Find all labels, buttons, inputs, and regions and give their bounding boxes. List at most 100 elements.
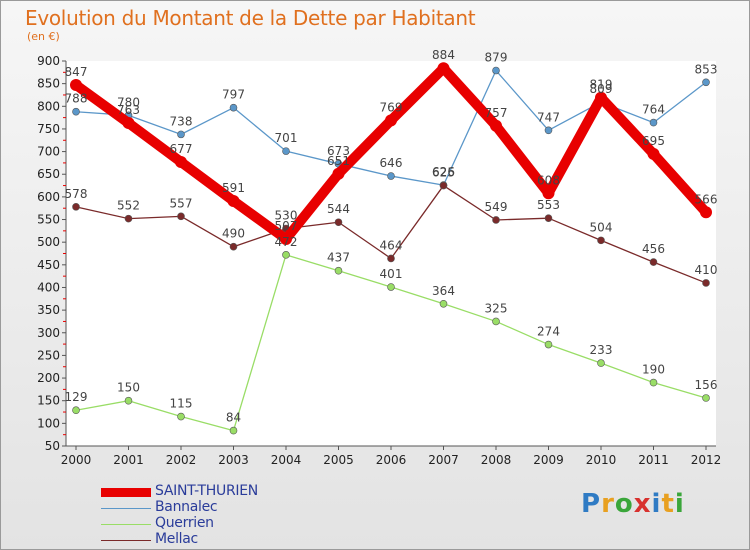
data-label: 809 <box>590 82 613 96</box>
data-point <box>544 340 553 349</box>
data-label: 401 <box>380 267 403 281</box>
data-point <box>649 258 658 266</box>
data-point <box>702 279 710 287</box>
proxiti-logo: Proxiti <box>581 489 685 519</box>
data-label: 608 <box>537 173 560 187</box>
legend-swatch-mellac <box>101 540 151 541</box>
y-tick-label: 600 <box>37 190 60 204</box>
data-label: 410 <box>695 263 718 277</box>
data-label: 115 <box>170 397 193 411</box>
data-point <box>492 317 500 326</box>
logo-letter: r <box>601 489 615 519</box>
data-point <box>700 206 712 219</box>
data-label: 763 <box>117 103 140 117</box>
data-label: 456 <box>642 242 665 256</box>
data-point <box>437 62 450 75</box>
data-point <box>544 214 553 222</box>
x-tick-label: 2007 <box>428 453 459 467</box>
x-tick-label: 2006 <box>376 453 407 467</box>
y-tick-label: 400 <box>37 280 60 294</box>
y-tick-label: 450 <box>37 258 60 272</box>
data-label: 578 <box>65 187 88 201</box>
data-label: 780 <box>117 95 140 109</box>
x-tick-label: 2003 <box>218 453 249 467</box>
data-label: 651 <box>327 154 350 168</box>
data-label: 490 <box>222 227 245 241</box>
data-label: 819 <box>590 78 613 92</box>
data-label: 504 <box>590 220 613 234</box>
data-label: 150 <box>117 381 140 395</box>
data-point <box>70 79 82 92</box>
y-tick-label: 100 <box>37 416 60 430</box>
data-label: 747 <box>537 110 560 124</box>
y-tick-label: 850 <box>37 77 60 91</box>
data-label: 530 <box>275 209 298 223</box>
x-tick-label: 2002 <box>166 453 197 467</box>
data-point <box>334 218 343 227</box>
data-point <box>227 194 240 207</box>
logo-letter: o <box>614 489 634 519</box>
data-point <box>544 126 553 135</box>
data-label: 646 <box>380 156 403 170</box>
legend-label-querrien: Querrien <box>155 515 214 531</box>
data-point <box>334 266 343 275</box>
data-label: 566 <box>695 192 718 206</box>
data-label: 129 <box>65 390 88 404</box>
y-tick-label: 250 <box>37 348 60 362</box>
y-tick-label: 150 <box>37 394 60 408</box>
data-point <box>439 181 448 190</box>
data-point <box>280 233 292 246</box>
x-tick-label: 2009 <box>533 453 564 467</box>
data-point <box>492 216 500 224</box>
logo-letter: i <box>651 489 662 519</box>
data-point <box>177 412 185 421</box>
data-label: 769 <box>380 100 403 114</box>
data-point <box>649 118 658 127</box>
data-point <box>385 114 397 127</box>
data-point <box>595 91 607 104</box>
data-label: 190 <box>642 363 665 377</box>
y-tick-label: 750 <box>37 122 60 136</box>
y-tick-label: 50 <box>45 439 60 453</box>
data-label: 84 <box>226 411 241 425</box>
x-tick-label: 2011 <box>638 453 669 467</box>
data-point <box>72 107 80 116</box>
data-point <box>439 299 448 308</box>
y-tick-label: 800 <box>37 99 60 113</box>
data-label: 884 <box>432 48 455 62</box>
data-point <box>282 147 290 155</box>
data-label: 274 <box>537 325 560 339</box>
y-tick-label: 900 <box>37 54 60 68</box>
data-label: 233 <box>590 343 613 357</box>
data-point <box>702 394 710 402</box>
legend-swatch-saint-thurien <box>101 488 151 497</box>
data-label: 757 <box>485 106 508 120</box>
x-tick-label: 2004 <box>271 453 302 467</box>
y-tick-label: 300 <box>37 326 60 340</box>
logo-letter: i <box>674 489 685 519</box>
data-point <box>649 378 658 387</box>
data-label: 626 <box>432 165 455 179</box>
data-label: 325 <box>485 301 508 315</box>
data-point <box>492 66 500 75</box>
data-label: 464 <box>380 238 403 252</box>
data-point <box>647 147 660 160</box>
data-label: 847 <box>65 65 88 79</box>
data-point <box>124 396 133 405</box>
data-label: 701 <box>275 131 298 145</box>
logo-letter: t <box>661 489 675 519</box>
y-tick-label: 350 <box>37 303 60 317</box>
data-point <box>597 236 605 245</box>
x-tick-label: 2000 <box>61 453 92 467</box>
data-label: 507 <box>275 219 298 233</box>
data-point <box>72 203 80 211</box>
data-label: 552 <box>117 199 140 213</box>
data-point <box>177 130 185 139</box>
logo-letter: x <box>633 489 652 519</box>
data-point <box>597 359 605 367</box>
data-point <box>124 214 133 223</box>
y-tick-label: 550 <box>37 213 60 227</box>
data-label: 437 <box>327 251 350 265</box>
y-tick-label: 650 <box>37 167 60 181</box>
